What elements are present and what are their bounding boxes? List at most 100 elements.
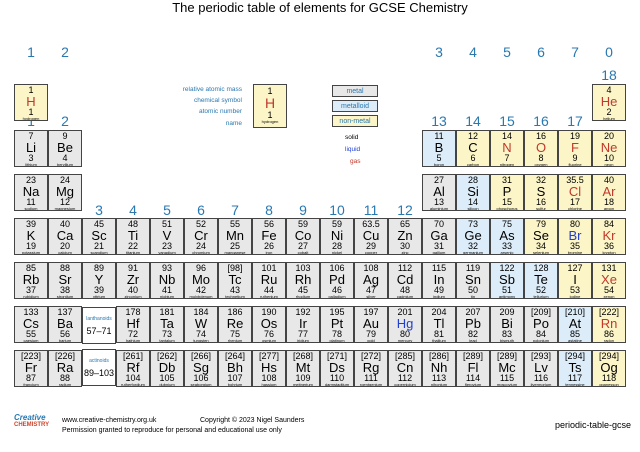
element-name: radium (58, 382, 72, 387)
element-mass: 48 (127, 219, 138, 229)
element-atomic-number: 4 (62, 153, 68, 163)
element-symbol: H (26, 94, 36, 109)
element-cell-selenium: 79 Se 34 selenium (524, 218, 558, 255)
element-mass: 96 (195, 263, 206, 273)
element-mass: 89 (93, 263, 104, 273)
element-mass: 59 (297, 219, 308, 229)
element-symbol: Sn (465, 272, 481, 287)
element-atomic-number: 39 (93, 285, 104, 295)
element-cell-barium: 137 Ba 56 barium (48, 306, 82, 343)
actinoids-range: 89–103 (83, 368, 115, 378)
element-symbol: Bi (501, 316, 513, 331)
element-mass: 35.5 (566, 175, 584, 185)
element-symbol: Al (433, 184, 445, 199)
element-name: rhenium (227, 338, 243, 343)
element-atomic-number: 107 (227, 373, 243, 383)
element-name: tellurium (533, 294, 549, 299)
lanthanoids-range: 57–71 (86, 326, 112, 336)
element-name: nickel (331, 250, 343, 255)
element-symbol: As (499, 228, 515, 243)
element-cell-indium: 115 In 49 indium (422, 262, 456, 299)
group-label-top: 4 (469, 44, 477, 60)
element-name: francium (23, 382, 39, 387)
element-symbol: Ca (56, 228, 74, 243)
element-atomic-number: 56 (59, 329, 70, 339)
element-symbol: Sc (91, 228, 107, 243)
element-cell-palladium: 106 Pd 46 palladium (320, 262, 354, 299)
element-cell-titanium: 48 Ti 22 titanium (116, 218, 150, 255)
element-symbol: Ge (464, 228, 482, 243)
element-atomic-number: 30 (399, 241, 410, 251)
footer-website[interactable]: www.creative-chemistry.org.uk (62, 417, 157, 424)
element-symbol: In (433, 272, 445, 287)
element-atomic-number: 14 (467, 197, 478, 207)
element-symbol: Cr (194, 228, 208, 243)
element-mass: 24 (59, 175, 70, 185)
element-atomic-number: 82 (467, 329, 478, 339)
element-mass: 56 (263, 219, 274, 229)
element-mass: 91 (127, 263, 138, 273)
group-label-iupac: 5 (163, 202, 171, 218)
element-name: copper (364, 250, 378, 255)
element-cell-silicon: 28 Si 14 silicon (456, 174, 490, 211)
element-mass: 12 (467, 131, 478, 141)
element-mass: 178 (125, 307, 141, 317)
element-atomic-number: 80 (399, 329, 410, 339)
element-cell-silver: 108 Ag 47 silver (354, 262, 388, 299)
element-name: hassium (261, 382, 277, 387)
element-name: technetium (225, 294, 245, 299)
group-label-top: 6 (537, 44, 545, 60)
element-symbol: O (535, 140, 547, 155)
element-cell-polonium: [209] Po 84 polonium (524, 306, 558, 343)
element-name: gold (367, 338, 375, 343)
element-mass: 27 (433, 175, 444, 185)
element-atomic-number: 8 (538, 153, 544, 163)
element-name: hydrogen (22, 116, 40, 121)
element-name: rubidium (23, 294, 39, 299)
element-symbol: Fe (261, 228, 277, 243)
element-mass: [293] (530, 351, 552, 361)
element-mass: 11 (434, 131, 444, 141)
element-mass: [268] (292, 351, 314, 361)
element-atomic-number: 18 (603, 197, 614, 207)
element-mass: 4 (606, 85, 612, 95)
element-mass: [277] (258, 351, 280, 361)
element-name: phosphorus (496, 206, 518, 211)
element-symbol: Hs (261, 360, 277, 375)
element-symbol: Ni (330, 228, 344, 243)
element-name: indium (433, 294, 445, 299)
element-cell-argon: 40 Ar 18 argon (592, 174, 626, 211)
element-cell-arsenic: 75 As 33 arsenic (490, 218, 524, 255)
element-atomic-number: 53 (569, 285, 580, 295)
element-name: bohrium (227, 382, 243, 387)
element-cell-magnesium: 24 Mg 12 magnesium (48, 174, 82, 211)
element-name: argon (603, 206, 615, 211)
element-atomic-number: 118 (601, 373, 617, 383)
group-label-top: 3 (435, 44, 443, 60)
element-name: lead (469, 338, 477, 343)
element-mass: 103 (295, 263, 311, 273)
element-mass: 32 (535, 175, 546, 185)
element-atomic-number: 51 (501, 285, 512, 295)
element-mass: 40 (603, 175, 614, 185)
element-atomic-number: 116 (533, 373, 549, 383)
element-mass: 84 (603, 219, 614, 229)
group-label-iupac: 15 (499, 113, 515, 129)
element-symbol: C (468, 140, 478, 155)
element-name: palladium (328, 294, 346, 299)
element-mass: 88 (59, 263, 70, 273)
element-atomic-number: 104 (125, 373, 141, 383)
element-cell-boron: 11 B 5 boron (422, 130, 456, 167)
element-name: tungsten (193, 338, 209, 343)
element-mass: 122 (499, 263, 515, 273)
element-cell-nihonium: [286] Nh 113 nihonium (422, 350, 456, 387)
element-symbol: I (573, 272, 577, 287)
page-title: The periodic table of elements for GCSE … (172, 0, 468, 15)
key-example-symbol: H (264, 95, 276, 111)
lanthanoids-cell: lanthanoids 57–71 (82, 307, 116, 344)
element-cell-neon: 20 Ne 10 neon (592, 130, 626, 167)
element-atomic-number: 28 (331, 241, 342, 251)
group-label-top: 2 (61, 44, 69, 60)
element-mass: 14 (501, 131, 512, 141)
element-cell-bohrium: [264] Bh 107 bohrium (218, 350, 252, 387)
